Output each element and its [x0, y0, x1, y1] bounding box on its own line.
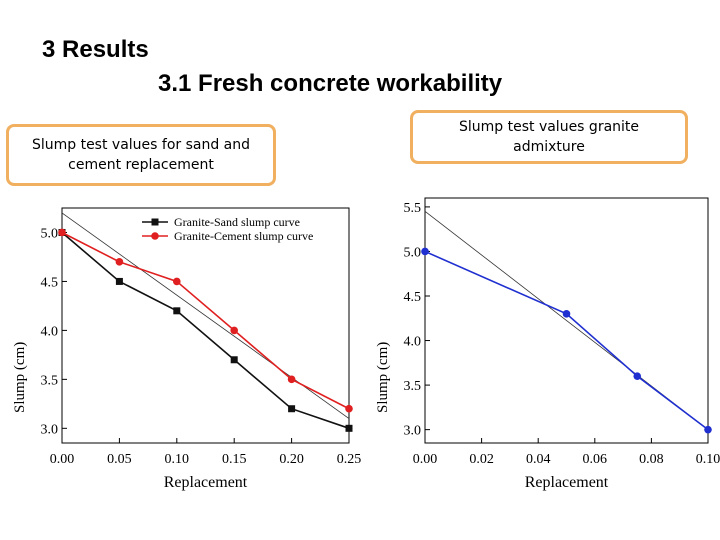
- c1-series-0-point-1: [562, 310, 571, 318]
- c1-series-0-line: [424, 250, 709, 431]
- c1-y-tick-label-0: 3.0: [404, 424, 422, 439]
- c1-x-tick-label-2: 0.04: [526, 452, 551, 467]
- slide-subheading-workability: 3.1 Fresh concrete workability: [158, 70, 503, 97]
- c0-legend-label-1: Granite-Cement slump curve: [174, 229, 313, 243]
- chart-sand-cement-slump: 0.00 0.05 0.10 0.15 0.20 0.25 3.0 3.5 4.0 4.5 5.0 R…: [12, 207, 362, 491]
- c0-x-axis-label: Replacement: [164, 474, 248, 491]
- c0-y-tick-label-4: 5.0: [41, 226, 59, 241]
- chart-granite-admixture-slump: 0.00 0.02 0.04 0.06 0.08 0.10 3.0 3.5 4.0 4.5 5.0 5…: [375, 197, 720, 491]
- c0-trend-line: [61, 212, 350, 419]
- callout-sand-cement: Slump test values for sand and cement re…: [6, 124, 276, 186]
- c1-x-axis-label: Replacement: [525, 474, 609, 491]
- c1-x-tick-label-1: 0.02: [469, 452, 494, 467]
- c0-legend-marker-1: [151, 232, 159, 240]
- c0-x-tick-label-5: 0.25: [337, 452, 362, 467]
- c0-y-axis-label: Slump (cm): [12, 342, 28, 413]
- c1-y-tick-label-5: 5.5: [404, 201, 422, 216]
- c0-y-tick-label-2: 4.0: [41, 324, 59, 339]
- c1-x-tick-label-0: 0.00: [413, 452, 438, 467]
- c0-series-0-point-5: [345, 424, 353, 432]
- c0-series-1-point-3: [230, 326, 238, 335]
- c0-series-1-line: [61, 231, 350, 410]
- c1-series-0-point-0: [421, 247, 429, 256]
- c0-series-1-point-5: [345, 404, 353, 413]
- c1-y-tick-label-1: 3.5: [404, 379, 422, 394]
- c1-plot-frame: [424, 197, 709, 444]
- callout-granite-admixture: Slump test values granite admixture: [410, 110, 688, 164]
- c0-series-0-point-1: [115, 277, 123, 285]
- c0-legend-marker-0: [151, 218, 159, 226]
- c1-series-0-point-3: [704, 425, 712, 434]
- c1-series-0-point-2: [633, 372, 642, 380]
- c0-y-tick-label-3: 4.5: [41, 275, 59, 290]
- c0-x-tick-label-4: 0.20: [279, 452, 304, 467]
- c0-series-0-point-4: [288, 405, 296, 413]
- c0-legend-label-0: Granite-Sand slump curve: [174, 215, 300, 229]
- c1-x-tick-label-4: 0.08: [639, 452, 664, 467]
- c0-series-1-point-0: [58, 228, 66, 237]
- c0-series-0-line: [61, 231, 350, 430]
- c0-x-tick-label-0: 0.00: [50, 452, 75, 467]
- callout-sand-cement-text: Slump test values for sand and cement re…: [31, 137, 251, 173]
- c0-plot-frame: [61, 207, 350, 444]
- c0-y-tick-label-0: 3.0: [41, 422, 59, 437]
- c0-series-1-point-2: [173, 277, 181, 286]
- c1-y-axis-label: Slump (cm): [375, 342, 391, 413]
- c0-x-tick-label-3: 0.15: [222, 452, 247, 467]
- c1-x-tick-label-3: 0.06: [583, 452, 608, 467]
- c0-series-0-point-3: [230, 356, 238, 364]
- c1-y-tick-label-2: 4.0: [404, 335, 422, 350]
- callout-granite-admixture-text: Slump test values granite admixture: [458, 119, 640, 155]
- c0-series-1-point-1: [115, 258, 124, 266]
- c1-y-tick-label-4: 5.0: [404, 245, 422, 260]
- c0-series-1-point-4: [287, 375, 296, 384]
- c0-series-0-point-2: [173, 307, 181, 315]
- c0-x-tick-label-2: 0.10: [165, 452, 190, 467]
- c0-y-tick-label-1: 3.5: [41, 373, 59, 388]
- slide-heading-results: 3 Results: [42, 36, 149, 63]
- c1-x-tick-label-5: 0.10: [696, 452, 720, 467]
- c1-y-tick-label-3: 4.5: [404, 290, 422, 305]
- c0-x-tick-label-1: 0.05: [107, 452, 132, 467]
